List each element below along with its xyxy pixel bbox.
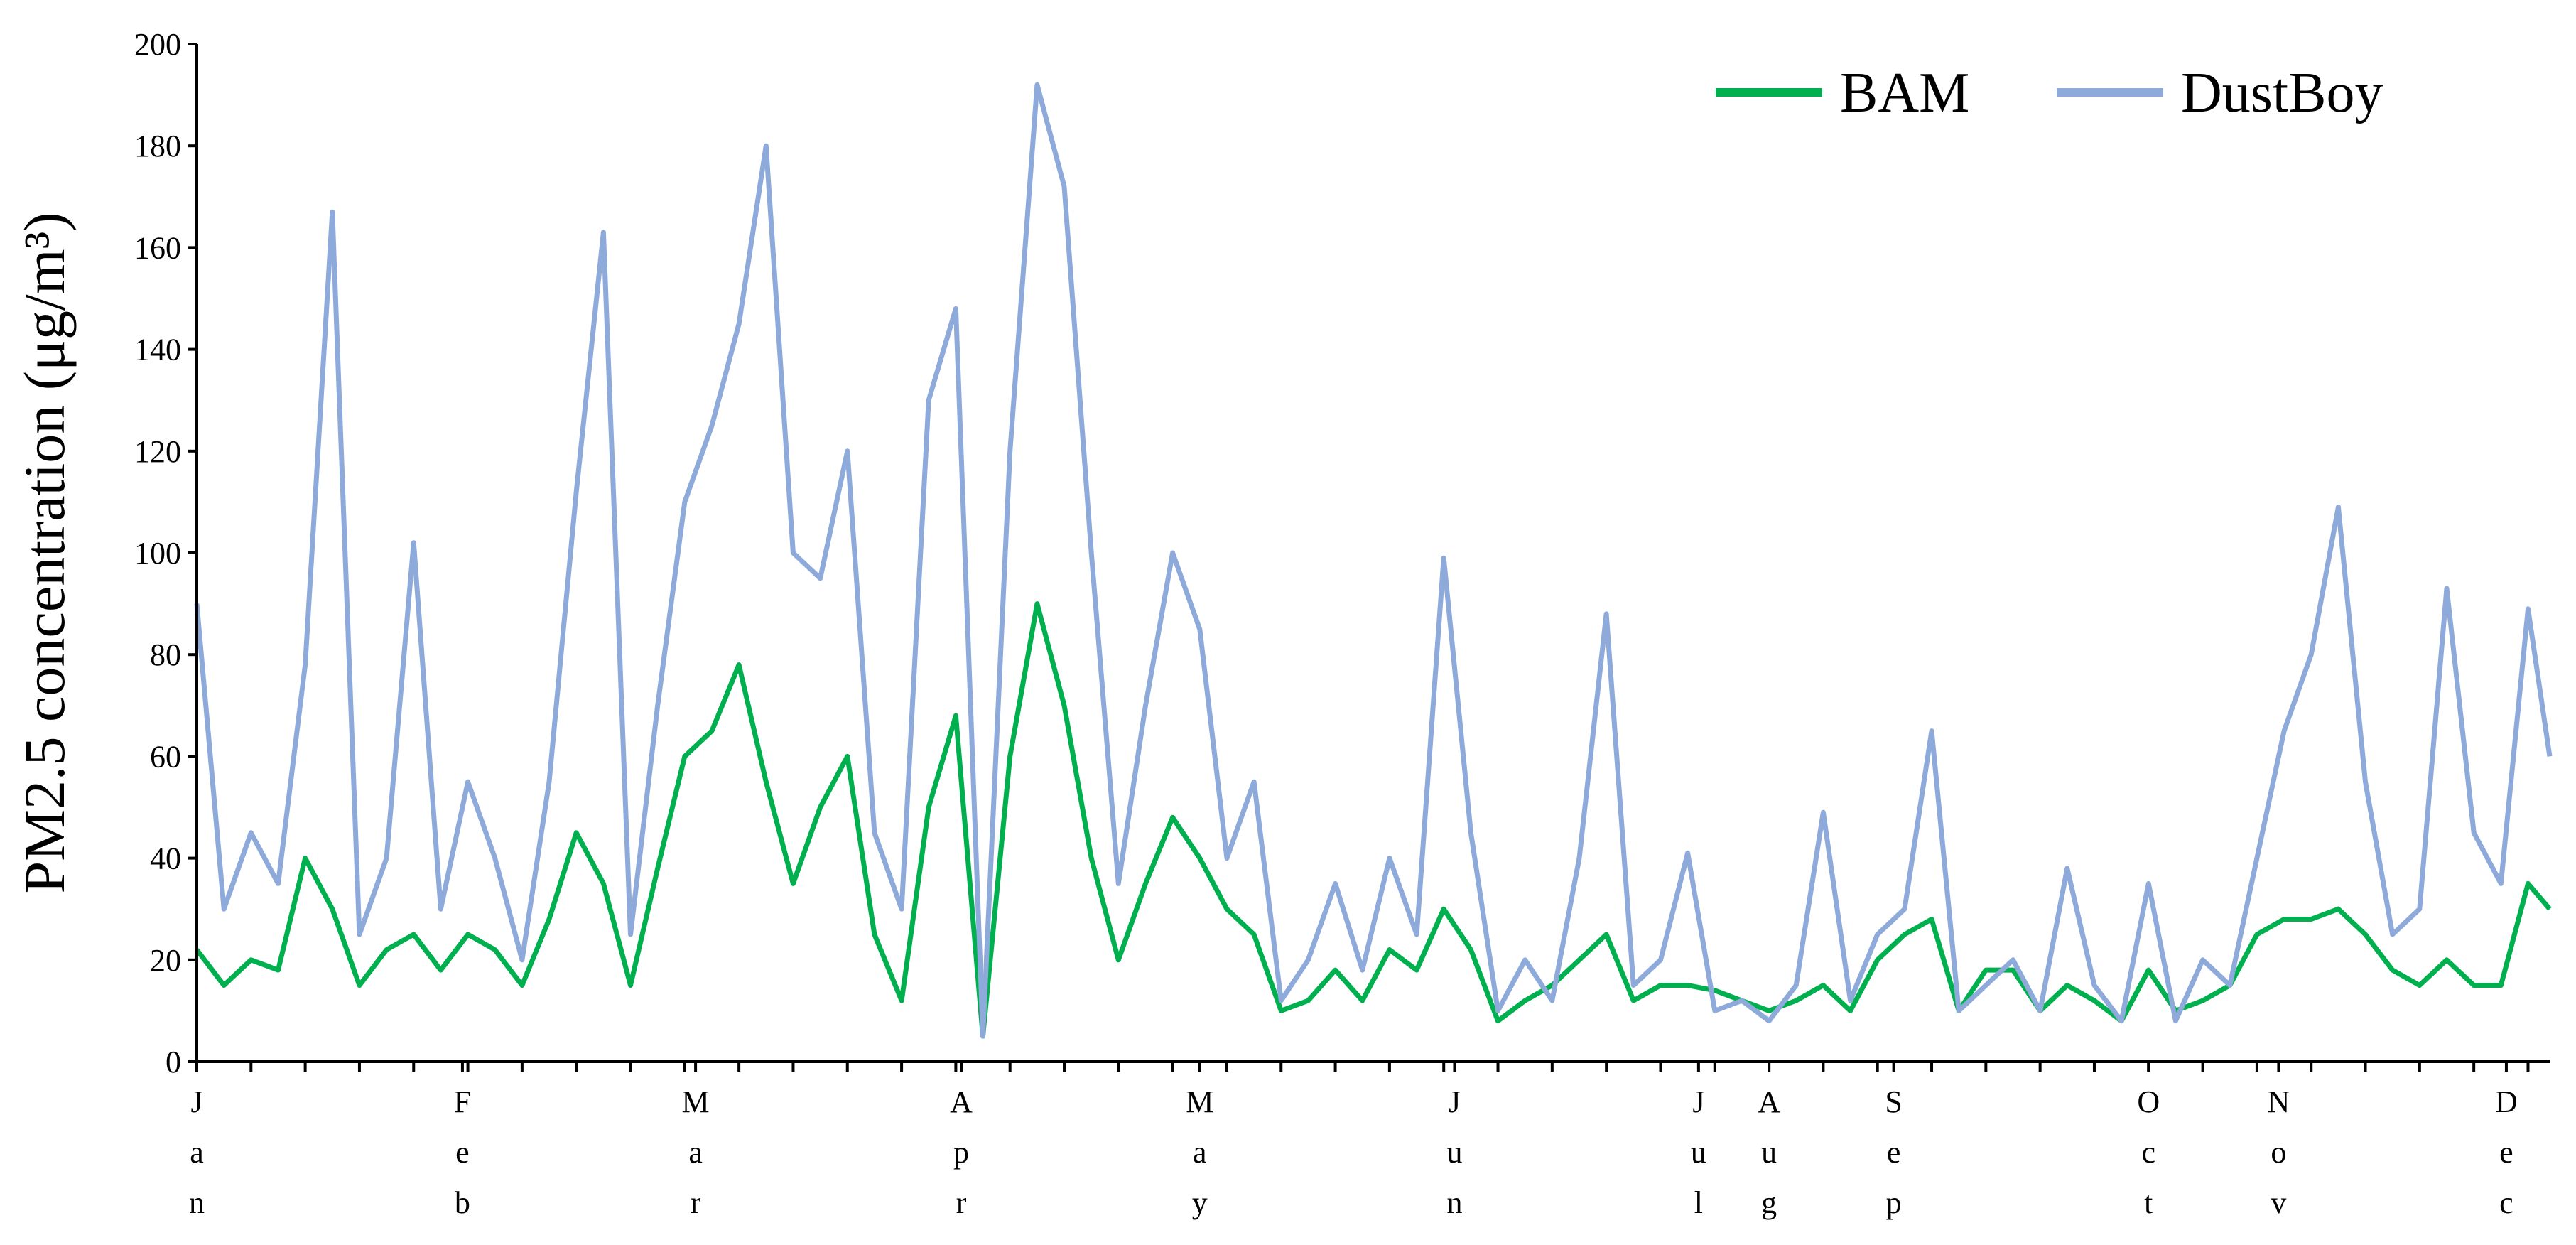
legend-label: DustBoy [2181,62,2383,124]
x-tick-label: Jan [180,1084,215,1236]
x-tick-label: Jun [1437,1084,1472,1236]
y-tick-label: 140 [134,333,181,367]
y-tick-label: 200 [134,27,181,62]
y-axis-label: PM2.5 concentration (μg/m³) [12,212,77,894]
y-tick-label: 100 [134,536,181,571]
x-tick-label: Jul [1681,1084,1716,1236]
y-tick-label: 40 [150,841,181,876]
x-tick-label: May [1182,1084,1217,1236]
x-tick-label: Dec [2489,1084,2523,1236]
series-line [195,601,2552,1039]
x-tick-label: Sep [1876,1084,1911,1236]
y-tick-label: 160 [134,230,181,265]
x-tick-label: Nov [2261,1084,2296,1236]
y-tick-label: 60 [150,739,181,774]
series-line [194,82,2553,1039]
x-tick-label: Apr [944,1084,979,1236]
x-tick-label: Feb [445,1084,480,1236]
y-tick-label: 80 [150,637,181,672]
x-tick-label: Mar [678,1084,713,1236]
y-tick-label: 180 [134,129,181,163]
legend-label: BAM [1840,62,1969,124]
y-tick-label: 20 [150,943,181,978]
y-tick-label: 0 [166,1045,181,1079]
y-tick-label: 120 [134,434,181,469]
x-tick-label: Oct [2131,1084,2166,1236]
x-tick-label: Aug [1752,1084,1787,1236]
